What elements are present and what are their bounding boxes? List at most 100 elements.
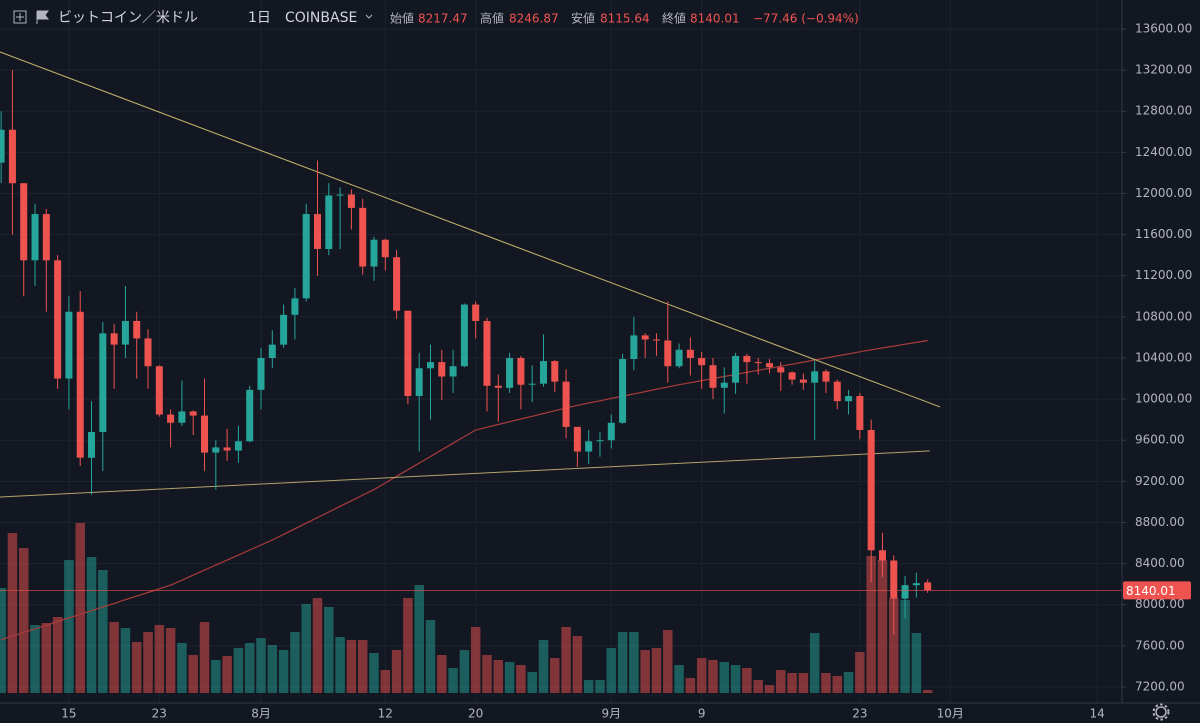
candle-body	[686, 349, 694, 358]
volume-bar	[120, 628, 131, 693]
candle-body	[42, 214, 50, 261]
volume-bar	[301, 604, 311, 693]
candle-body	[133, 320, 141, 339]
y-tick-label: 13600.00	[1135, 21, 1192, 35]
x-tick-label: 9	[698, 707, 706, 721]
icon[interactable]	[36, 10, 49, 24]
candle-body	[20, 183, 28, 261]
volume-bar	[233, 648, 244, 693]
candle-body	[777, 367, 785, 373]
volume-bar	[109, 622, 119, 693]
candle-body	[381, 239, 389, 258]
candle-body	[167, 414, 175, 423]
volume-bar	[312, 598, 323, 693]
y-tick-label: 8400.00	[1135, 556, 1185, 570]
candle-body	[890, 560, 898, 599]
volume-bar	[776, 670, 786, 693]
y-tick-label: 9200.00	[1135, 474, 1185, 488]
candle-body	[652, 339, 660, 341]
y-tick-label: 12400.00	[1135, 145, 1192, 159]
candle-body	[415, 368, 423, 397]
volume-bar	[798, 673, 809, 693]
volume-bar	[832, 676, 843, 693]
volume-bar	[742, 668, 752, 693]
candle-body	[867, 429, 875, 551]
candle-body	[280, 314, 288, 345]
chevron[interactable]	[365, 14, 373, 19]
x-tick-label: 8月	[251, 707, 271, 721]
volume-bar	[572, 636, 583, 693]
y-tick-label: 8800.00	[1135, 515, 1185, 529]
candle-body	[675, 349, 683, 367]
candle-body	[234, 441, 242, 451]
volume-bar	[866, 556, 876, 693]
candle-body	[144, 338, 152, 367]
candle-body	[54, 260, 62, 379]
candle-body	[912, 583, 920, 586]
icon[interactable]	[13, 10, 27, 24]
y-tick-label: 10800.00	[1135, 309, 1192, 323]
gear[interactable]	[1152, 703, 1170, 721]
interval[interactable]: 1日	[248, 10, 271, 26]
x-tick-label: 20	[468, 707, 483, 721]
y-tick-label: 12800.00	[1135, 104, 1192, 118]
candle-body	[494, 385, 502, 388]
y-tick-label: 11600.00	[1135, 227, 1192, 241]
volume-bar	[617, 632, 628, 693]
volume-bar	[425, 620, 436, 693]
volume-bar	[165, 628, 176, 693]
volume-bar	[764, 685, 775, 693]
volume-bar	[595, 680, 605, 693]
volume-pane	[0, 523, 933, 693]
volume-bar	[41, 623, 52, 693]
candle-body	[325, 195, 333, 250]
candle-body	[709, 365, 717, 388]
volume-bar	[663, 630, 673, 693]
volume-bar	[753, 680, 763, 693]
y-tick-label: 10000.00	[1135, 392, 1192, 406]
candle-body	[720, 382, 728, 388]
candle-body	[573, 426, 581, 452]
volume-bar	[369, 653, 379, 693]
volume-bar	[222, 656, 232, 693]
volume-bar	[86, 557, 97, 693]
candle-body	[585, 441, 593, 452]
volume-bar	[335, 637, 345, 693]
volume-bar	[685, 678, 696, 693]
volume-bar	[244, 643, 255, 693]
candle-body	[460, 304, 468, 367]
candle-body	[562, 381, 570, 427]
candle-body	[517, 357, 525, 385]
candle-body	[698, 357, 706, 366]
symbol[interactable]: ビットコイン／米ドル	[58, 10, 198, 26]
volume-bar	[708, 660, 718, 693]
gear[interactable]	[1155, 706, 1167, 718]
low-value: 8115.64	[600, 12, 650, 26]
candle-body	[765, 363, 773, 368]
candle-body	[619, 359, 627, 423]
volume-bar	[730, 665, 741, 693]
volume-bar	[493, 660, 504, 693]
volume-bar	[278, 650, 289, 693]
candle-body	[438, 362, 446, 377]
volume-bar	[470, 627, 481, 693]
settings-icon[interactable]	[1152, 703, 1170, 721]
volume-bar	[403, 598, 413, 693]
volume-bar	[0, 588, 6, 693]
candle-body	[551, 361, 559, 382]
candle-body	[246, 389, 254, 442]
y-tick-label: 7200.00	[1135, 679, 1185, 693]
candle-body	[539, 361, 547, 384]
last-price-label: 8140.01	[1126, 584, 1176, 598]
candle-body	[121, 320, 129, 345]
close-value: 8140.01	[690, 12, 740, 26]
candle-body	[732, 355, 740, 383]
candle-body	[833, 381, 841, 402]
candle-body	[449, 366, 457, 377]
candle-body	[788, 372, 796, 380]
volume-bar	[30, 625, 40, 693]
exchange[interactable]: COINBASE	[285, 10, 357, 26]
candle-body	[110, 333, 118, 345]
y-tick-label: 13200.00	[1135, 63, 1192, 77]
